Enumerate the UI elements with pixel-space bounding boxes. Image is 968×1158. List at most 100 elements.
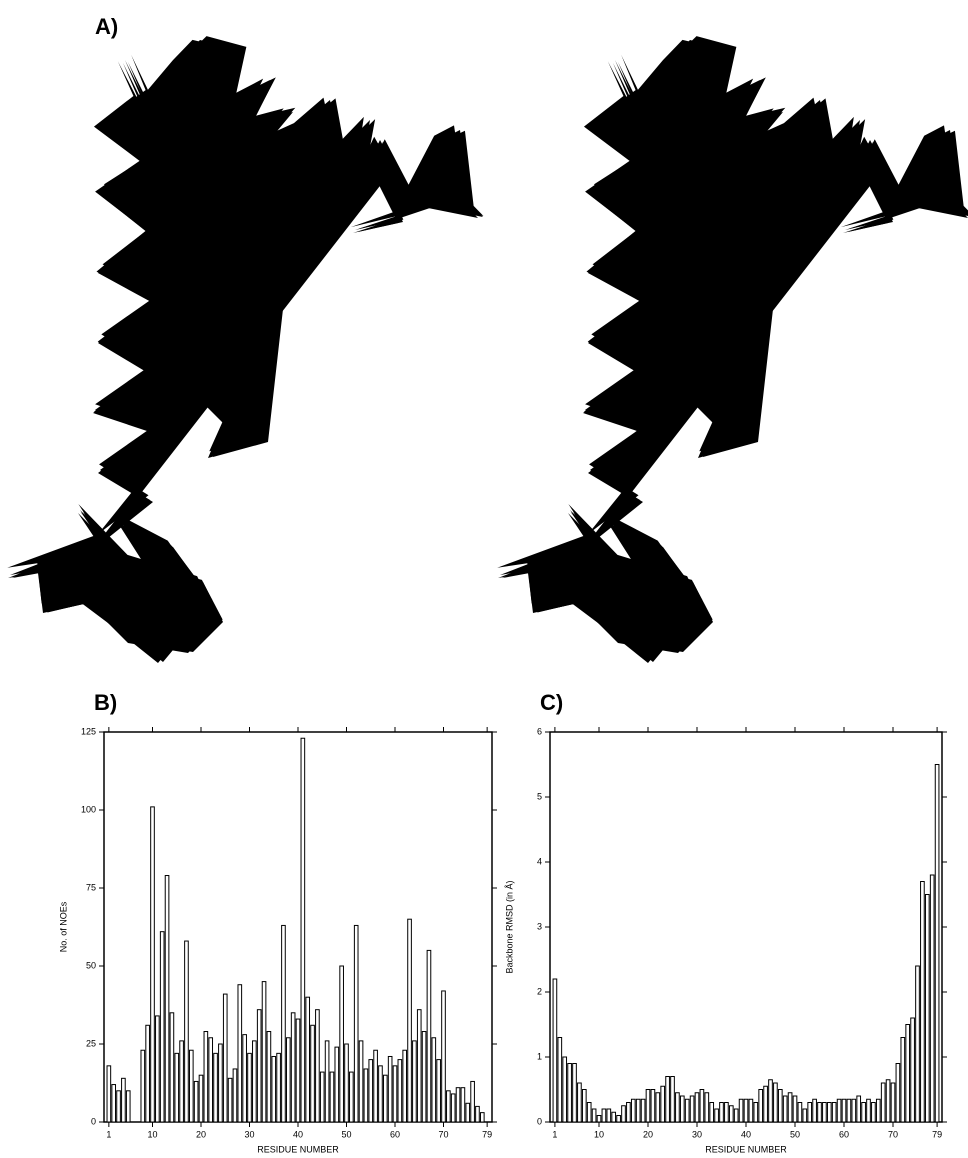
bar bbox=[334, 1046, 340, 1123]
x-tick-label: 50 bbox=[790, 1129, 800, 1139]
bar bbox=[310, 1024, 315, 1123]
bar bbox=[724, 1102, 729, 1123]
bar bbox=[460, 1087, 466, 1123]
bar bbox=[645, 1089, 651, 1123]
bar bbox=[363, 1068, 369, 1123]
bar bbox=[817, 1102, 822, 1123]
bar bbox=[836, 1098, 842, 1123]
bar bbox=[826, 1102, 832, 1123]
bar bbox=[164, 875, 170, 1123]
bar bbox=[675, 1092, 680, 1123]
bar bbox=[773, 1082, 778, 1123]
bar bbox=[895, 1063, 901, 1123]
bar bbox=[140, 1049, 146, 1123]
x-tick-label: 40 bbox=[741, 1129, 751, 1139]
bar bbox=[387, 1055, 393, 1123]
bar bbox=[319, 1071, 325, 1123]
bar bbox=[295, 1018, 301, 1123]
bar bbox=[213, 1052, 218, 1123]
bar bbox=[768, 1079, 773, 1123]
bar bbox=[421, 1031, 427, 1123]
bar bbox=[436, 1059, 441, 1123]
bar bbox=[315, 1009, 320, 1123]
bar bbox=[407, 918, 412, 1123]
bar bbox=[150, 806, 155, 1123]
bar bbox=[470, 1080, 475, 1123]
bar bbox=[276, 1052, 281, 1123]
y-tick-label: 125 bbox=[81, 726, 96, 736]
bar bbox=[679, 1095, 685, 1123]
bar bbox=[285, 1037, 291, 1123]
bar bbox=[665, 1076, 670, 1123]
bar bbox=[373, 1049, 378, 1123]
bar bbox=[611, 1111, 617, 1123]
x-tick-label: 70 bbox=[888, 1129, 898, 1139]
structure-left bbox=[2, 33, 486, 663]
x-tick-label: 20 bbox=[196, 1129, 206, 1139]
bar bbox=[300, 737, 306, 1123]
bar bbox=[880, 1082, 886, 1123]
structure-right bbox=[492, 33, 968, 663]
x-tick-label: 10 bbox=[147, 1129, 157, 1139]
x-axis-label: RESIDUE NUMBER bbox=[257, 1144, 339, 1154]
bar bbox=[416, 1009, 422, 1123]
bar bbox=[738, 1098, 744, 1123]
bar bbox=[616, 1115, 621, 1123]
bar bbox=[753, 1102, 759, 1123]
bar bbox=[242, 1034, 247, 1123]
bar bbox=[929, 874, 935, 1123]
panel-label: A) bbox=[95, 14, 118, 39]
y-tick-label: 2 bbox=[537, 986, 542, 996]
bar bbox=[358, 1040, 364, 1123]
bar bbox=[198, 1074, 204, 1123]
bar bbox=[382, 1074, 388, 1123]
x-axis-label: RESIDUE NUMBER bbox=[705, 1144, 787, 1154]
bar bbox=[924, 894, 930, 1123]
bar bbox=[856, 1095, 862, 1123]
y-tick-label: 25 bbox=[86, 1038, 96, 1048]
bar bbox=[261, 981, 267, 1123]
bar bbox=[232, 1068, 238, 1123]
bar bbox=[851, 1098, 857, 1123]
bar bbox=[787, 1092, 793, 1123]
bar bbox=[709, 1102, 715, 1123]
bar bbox=[782, 1095, 788, 1123]
bar bbox=[861, 1102, 866, 1123]
bar bbox=[733, 1108, 739, 1123]
x-tick-label: 60 bbox=[390, 1129, 400, 1139]
bar bbox=[670, 1076, 675, 1123]
bar bbox=[831, 1102, 837, 1123]
bar bbox=[689, 1095, 695, 1123]
bar bbox=[567, 1063, 572, 1123]
bar bbox=[402, 1049, 408, 1123]
bar bbox=[431, 1037, 437, 1123]
bar bbox=[763, 1085, 768, 1123]
bar bbox=[203, 1031, 209, 1123]
bar bbox=[885, 1079, 891, 1123]
bar bbox=[193, 1080, 199, 1123]
bar bbox=[450, 1093, 456, 1123]
bar bbox=[910, 1017, 915, 1123]
bar bbox=[777, 1089, 783, 1123]
bar bbox=[465, 1102, 471, 1123]
bar bbox=[344, 1043, 349, 1123]
bar bbox=[875, 1098, 881, 1123]
bar bbox=[237, 984, 243, 1123]
bar bbox=[846, 1098, 852, 1123]
bar bbox=[684, 1098, 690, 1123]
bar bbox=[934, 764, 940, 1123]
bar bbox=[174, 1052, 180, 1123]
bar bbox=[606, 1108, 612, 1123]
bar bbox=[426, 949, 432, 1123]
bar bbox=[714, 1108, 719, 1123]
bar bbox=[208, 1037, 214, 1123]
bar bbox=[841, 1098, 847, 1123]
x-tick-label: 10 bbox=[594, 1129, 604, 1139]
bar bbox=[397, 1059, 403, 1123]
bar bbox=[630, 1098, 636, 1123]
y-tick-label: 75 bbox=[86, 882, 96, 892]
bar bbox=[145, 1024, 150, 1123]
bar bbox=[797, 1102, 803, 1123]
bar bbox=[353, 924, 359, 1123]
